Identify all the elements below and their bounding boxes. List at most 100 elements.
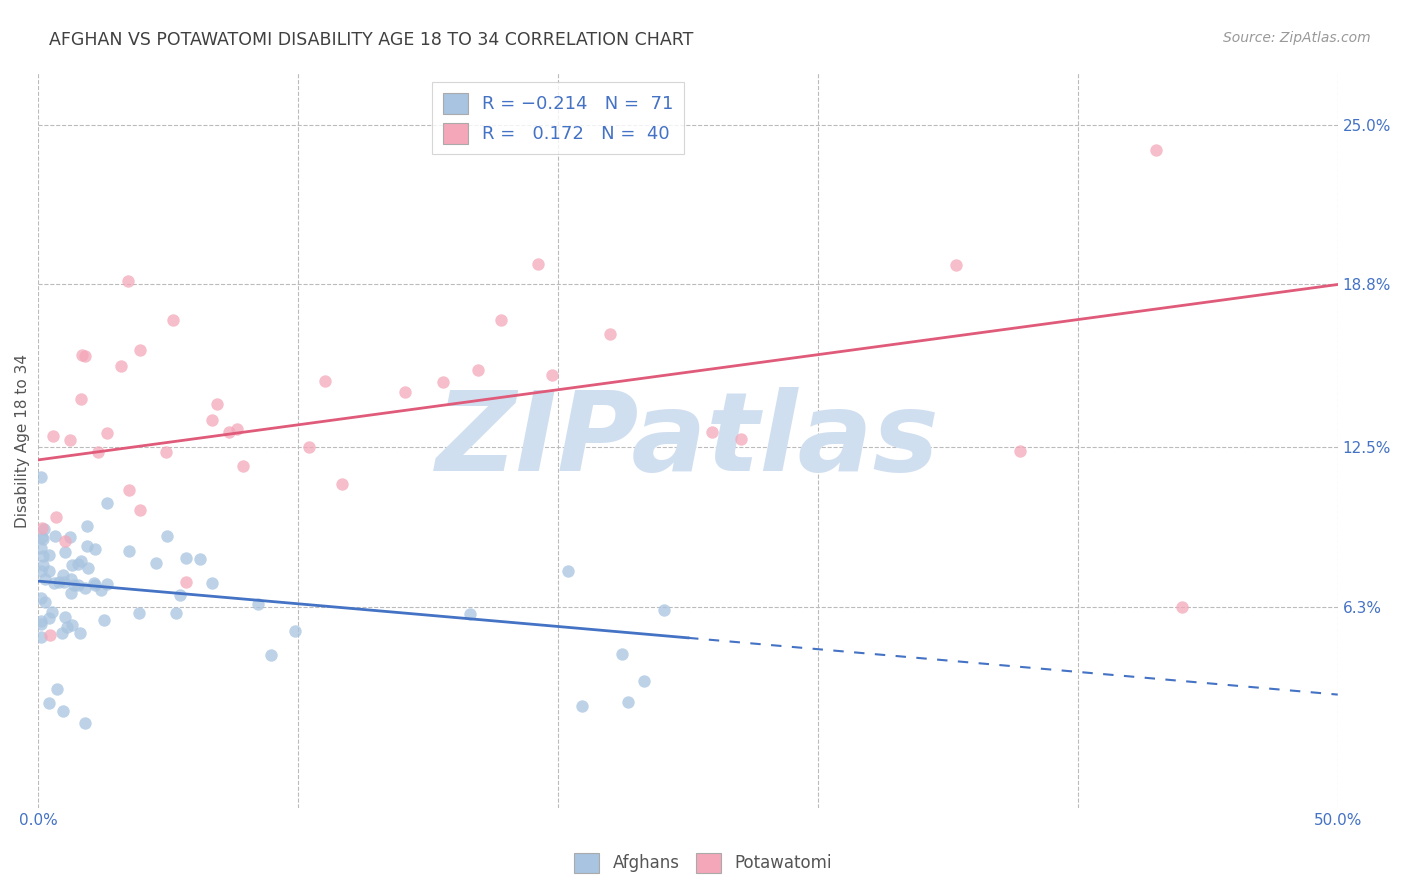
Point <box>117 274 139 288</box>
Point <box>1010 443 1032 458</box>
Point <box>87 445 110 459</box>
Point <box>155 445 177 459</box>
Point <box>30 630 52 644</box>
Point <box>330 477 353 491</box>
Point <box>30 614 52 628</box>
Point <box>32 522 55 536</box>
Point <box>458 607 481 621</box>
Point <box>53 534 76 549</box>
Point <box>53 574 76 589</box>
Point <box>118 544 141 558</box>
Point <box>38 696 60 710</box>
Point <box>32 532 55 546</box>
Point <box>83 541 105 556</box>
Point <box>66 578 89 592</box>
Point <box>83 575 105 590</box>
Legend: Afghans, Potawatomi: Afghans, Potawatomi <box>568 847 838 880</box>
Point <box>34 572 56 586</box>
Point <box>53 544 76 558</box>
Point <box>90 583 112 598</box>
Point <box>489 313 512 327</box>
Point <box>32 549 55 563</box>
Y-axis label: Disability Age 18 to 34: Disability Age 18 to 34 <box>15 353 30 527</box>
Point <box>110 359 132 374</box>
Point <box>42 428 65 442</box>
Point <box>284 624 307 638</box>
Point <box>31 530 53 544</box>
Point <box>38 549 60 563</box>
Point <box>31 558 53 573</box>
Point <box>652 603 675 617</box>
Point <box>45 681 67 696</box>
Point <box>44 529 66 543</box>
Point <box>145 556 167 570</box>
Point <box>59 434 82 448</box>
Point <box>41 605 63 619</box>
Point <box>128 606 150 620</box>
Point <box>616 695 638 709</box>
Point <box>129 343 152 357</box>
Point <box>129 503 152 517</box>
Point <box>226 422 249 436</box>
Point <box>60 558 83 572</box>
Point <box>633 674 655 689</box>
Point <box>75 581 97 595</box>
Point <box>541 368 564 383</box>
Point <box>730 432 752 446</box>
Point <box>174 550 197 565</box>
Point <box>1144 144 1167 158</box>
Point <box>188 552 211 566</box>
Point <box>30 470 52 484</box>
Point <box>69 626 91 640</box>
Point <box>76 539 98 553</box>
Text: Source: ZipAtlas.com: Source: ZipAtlas.com <box>1223 31 1371 45</box>
Point <box>599 327 621 342</box>
Point <box>34 595 56 609</box>
Point <box>42 575 65 590</box>
Point <box>232 459 254 474</box>
Point <box>571 699 593 714</box>
Point <box>1171 599 1194 614</box>
Point <box>30 541 52 555</box>
Text: AFGHAN VS POTAWATOMI DISABILITY AGE 18 TO 34 CORRELATION CHART: AFGHAN VS POTAWATOMI DISABILITY AGE 18 T… <box>49 31 693 49</box>
Point <box>30 617 52 632</box>
Point <box>51 625 73 640</box>
Point <box>118 483 141 497</box>
Point <box>298 440 321 454</box>
Point <box>60 586 83 600</box>
Point <box>155 529 177 543</box>
Point <box>55 619 77 633</box>
Point <box>48 574 70 589</box>
Point <box>72 348 94 362</box>
Point <box>52 568 75 582</box>
Point <box>945 258 967 272</box>
Point <box>60 618 83 632</box>
Point <box>69 392 91 406</box>
Point <box>218 425 240 439</box>
Point <box>169 588 191 602</box>
Point <box>30 591 52 605</box>
Point <box>526 257 548 271</box>
Point <box>39 628 62 642</box>
Point <box>96 576 118 591</box>
Point <box>260 648 283 662</box>
Point <box>60 572 83 586</box>
Point <box>69 553 91 567</box>
Point <box>66 557 89 571</box>
Point <box>557 564 579 578</box>
Point <box>62 578 84 592</box>
Point <box>38 610 60 624</box>
Point <box>200 576 222 591</box>
Point <box>96 425 118 440</box>
Point <box>247 597 270 611</box>
Point <box>162 313 184 327</box>
Point <box>76 519 98 533</box>
Point <box>96 496 118 510</box>
Point <box>84 578 107 592</box>
Point <box>44 510 66 524</box>
Point <box>610 647 633 661</box>
Point <box>77 561 100 575</box>
Point <box>31 521 53 535</box>
Point <box>52 704 75 718</box>
Point <box>467 363 489 377</box>
